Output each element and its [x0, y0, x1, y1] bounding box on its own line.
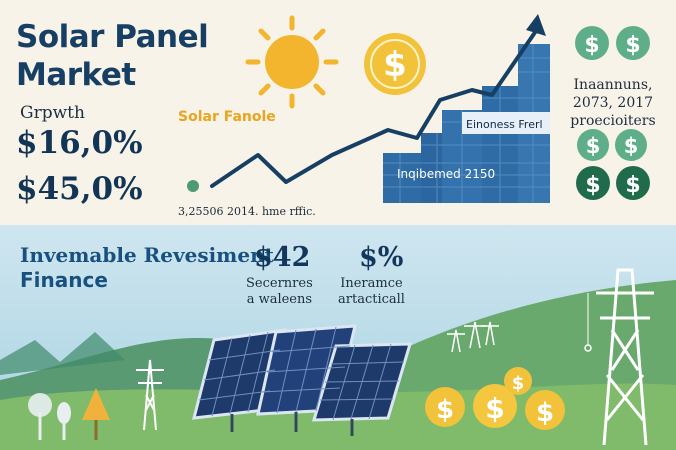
svg-text:$: $ — [485, 392, 504, 425]
finance-title-line-2: Finance — [20, 268, 108, 292]
svg-text:$: $ — [585, 173, 600, 198]
finance-stat-2-caption: Ineramce artacticall — [338, 276, 405, 308]
svg-text:$: $ — [584, 33, 599, 58]
transmission-tower-icon-large — [584, 268, 654, 446]
finance-stat-2-caption-line-2: artacticall — [338, 292, 405, 307]
growth-label: Grpwth — [20, 103, 85, 123]
svg-text:$: $ — [436, 395, 454, 425]
finance-title-line-1: Invemable Revesiment — [20, 243, 274, 267]
svg-text:$: $ — [625, 173, 640, 198]
bar-stack — [383, 44, 550, 203]
right-text-line-2: 2073, 2017 — [572, 95, 654, 111]
finance-stat-1-caption-line-1: Secernres — [246, 276, 313, 291]
distant-pylons — [447, 321, 499, 353]
bar-label-lower: Inqibemed 2150 — [397, 167, 496, 181]
svg-text:$: $ — [625, 33, 640, 58]
sun-icon — [245, 15, 339, 109]
title-line-2: Market — [16, 57, 136, 93]
chart-note: 3,25506 2014. hme rffic. — [178, 205, 316, 218]
right-panel-text: Inaannuns, 2073, 2017 proecioiters — [567, 76, 659, 130]
svg-text:$: $ — [512, 373, 525, 394]
svg-text:$: $ — [383, 45, 407, 85]
sun-label: Solar Fanole — [178, 109, 276, 125]
svg-text:$: $ — [536, 398, 554, 428]
right-text-line-1: Inaannuns, — [573, 77, 653, 93]
growth-stat-2: $45,0% — [16, 171, 143, 207]
title-line-1: Solar Panel — [16, 19, 209, 55]
green-coin-stack: $ $ $ $ $ $ — [575, 26, 650, 200]
finance-stat-2-value: $% — [359, 242, 404, 273]
solar-panel-icon — [192, 324, 413, 436]
svg-text:$: $ — [586, 134, 601, 158]
finance-stat-1-caption-line-2: a waleens — [246, 292, 313, 307]
dollar-coin-icon: $ — [364, 33, 426, 95]
finance-stat-1-caption: Secernres a waleens — [246, 276, 313, 308]
market-section — [0, 0, 676, 225]
trend-line — [187, 14, 546, 192]
transmission-tower-icon — [136, 359, 164, 431]
gold-coin-pile: $ $ $ $ — [425, 367, 565, 430]
svg-text:$: $ — [624, 134, 639, 158]
right-text-line-3: proecioiters — [570, 113, 656, 129]
tree-icon — [28, 388, 110, 440]
finance-stat-2-caption-line-1: Ineramce — [340, 276, 403, 291]
bar-label-upper: Einoness Frerl — [466, 118, 543, 131]
growth-stat-1: $16,0% — [16, 125, 143, 161]
page-title: Solar Panel Market — [16, 18, 209, 94]
finance-stat-1-value: $42 — [254, 242, 311, 273]
